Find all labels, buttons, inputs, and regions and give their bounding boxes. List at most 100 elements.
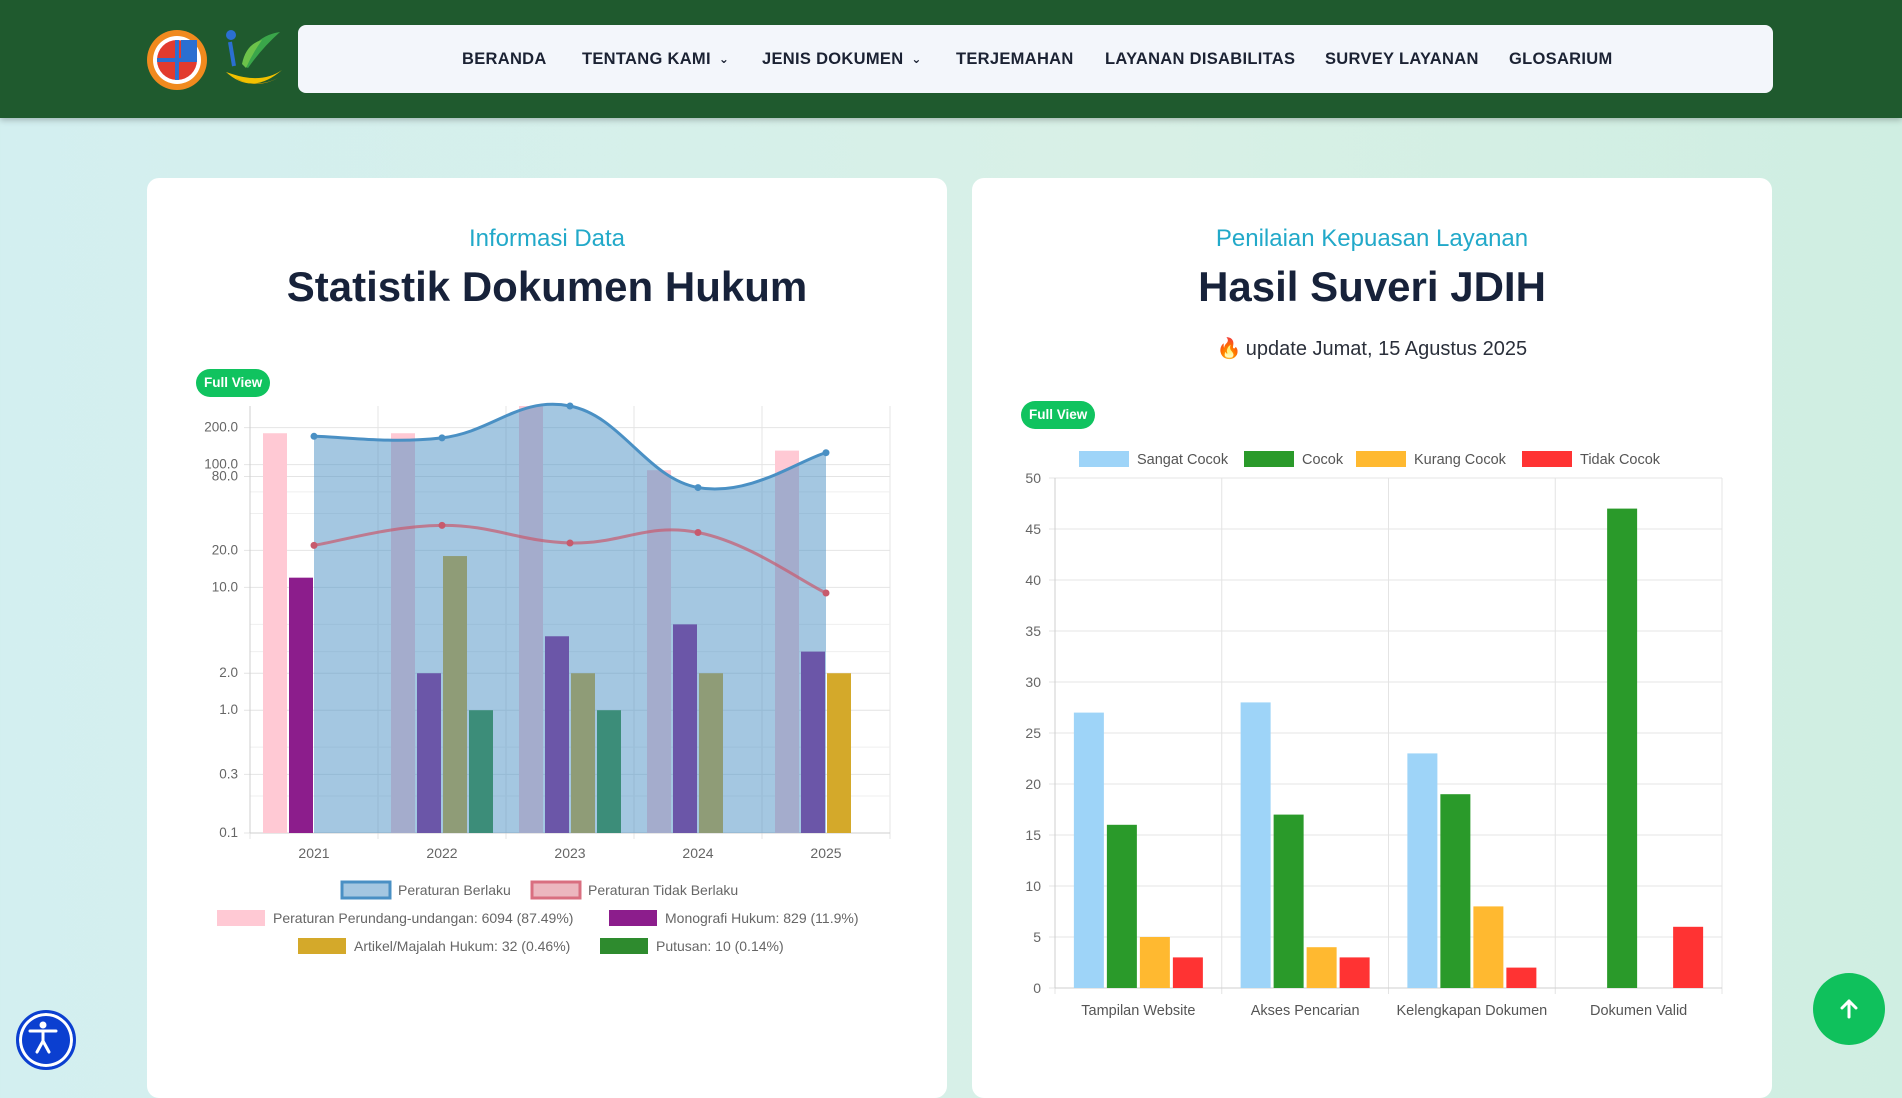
y-tick-label: 80.0 [212, 468, 238, 483]
y-tick-label: 15 [1025, 827, 1041, 843]
nav-tentang-kami[interactable]: TENTANG KAMI ⌄ [582, 46, 729, 72]
y-tick-label: 50 [1025, 470, 1041, 486]
kabupaten-logo[interactable] [222, 26, 284, 92]
bar-sangat-cocok [1240, 702, 1271, 988]
line-point [822, 589, 830, 597]
bar-monografi-hukum [289, 577, 313, 833]
y-tick-label: 10 [1025, 878, 1041, 894]
chevron-down-icon: ⌄ [718, 52, 730, 66]
y-tick-label: 30 [1025, 674, 1041, 690]
bar-cocok [1440, 794, 1471, 988]
scroll-top-button[interactable] [1813, 973, 1885, 1045]
legend-swatch [217, 910, 265, 926]
bar-cocok [1106, 824, 1137, 988]
line-point [566, 539, 574, 547]
y-tick-label: 1.0 [219, 702, 238, 717]
legend-label: Cocok [1302, 452, 1344, 468]
y-tick-label: 200.0 [204, 420, 238, 435]
legend-swatch [530, 880, 582, 900]
legend-swatch [1244, 451, 1294, 467]
nav-layanan-disabilitas[interactable]: LAYANAN DISABILITAS [1105, 50, 1296, 68]
statistik-chart: 200.0 100.080.0 20.0 10.0 2.0 1.0 0.3 0.1 2021 20… [204, 402, 891, 954]
legend-label: Sangat Cocok [1137, 452, 1229, 468]
bar-kurang-cocok [1306, 947, 1337, 988]
header-bar: BERANDA TENTANG KAMI ⌄ JENIS DOKUMEN ⌄ TER… [0, 0, 1902, 118]
legend-label: Peraturan Berlaku [398, 882, 511, 898]
bar-cocok [1607, 508, 1638, 988]
bar-sangat-cocok [1407, 753, 1438, 988]
nav-glosarium[interactable]: GLOSARIUM [1509, 50, 1613, 68]
fire-icon: 🔥 [1216, 338, 1242, 360]
y-tick-label: 20 [1025, 776, 1041, 792]
bar-tidak-cocok [1339, 957, 1370, 988]
line-point [438, 434, 446, 442]
survey-card: Penilaian Kepuasan Layanan Hasil Suveri … [972, 178, 1772, 1098]
update-date: 🔥 update Jumat, 15 Agustus 2025 [1216, 338, 1528, 360]
line-point [566, 402, 574, 410]
x-tick-label: Kelengkapan Dokumen [1397, 1003, 1548, 1019]
line-point [438, 521, 446, 529]
legend-swatch [1356, 451, 1406, 467]
y-tick-label: 45 [1025, 521, 1041, 537]
y-tick-label: 0.3 [219, 766, 238, 781]
card-subtitle: Informasi Data [468, 225, 626, 252]
y-tick-label: 10.0 [212, 579, 238, 594]
legend-swatch [340, 880, 392, 900]
legend-label: Monografi Hukum: 829 (11.9%) [665, 910, 859, 926]
accessibility-icon [28, 1021, 58, 1054]
full-view-button[interactable]: Full View [1021, 401, 1096, 429]
full-view-button[interactable]: Full View [196, 369, 271, 397]
bar-peraturan-perundang-undangan [263, 433, 287, 833]
legend-label: Kurang Cocok [1414, 452, 1507, 468]
line-point [310, 541, 318, 549]
card-title: Hasil Suveri JDIH [1198, 263, 1546, 310]
legend-label: Peraturan Tidak Berlaku [588, 882, 738, 898]
statistik-card: Informasi Data Statistik Dokumen Hukum F… [147, 178, 947, 1098]
line-point [694, 484, 702, 492]
bar-tidak-cocok [1172, 957, 1203, 988]
chevron-down-icon: ⌄ [911, 52, 922, 66]
x-tick-label: 2024 [682, 845, 713, 861]
y-tick-label: 100.0 [204, 457, 238, 472]
bar-artikel-majalah-hukum [827, 673, 851, 833]
y-tick-label: 0 [1033, 980, 1041, 996]
x-tick-label: 2021 [298, 845, 329, 861]
legend-swatch [1079, 451, 1129, 467]
legend-label: Peraturan Perundang-undangan: 6094 (87.4… [273, 910, 573, 926]
bar-tidak-cocok [1673, 926, 1704, 988]
x-tick-label: 2023 [554, 845, 585, 861]
y-tick-label: 2.0 [219, 665, 238, 680]
bar-kurang-cocok [1473, 906, 1504, 988]
main-nav: BERANDA TENTANG KAMI ⌄ JENIS DOKUMEN ⌄ TER… [298, 25, 1773, 93]
line-point [822, 449, 830, 457]
bar-cocok [1273, 814, 1304, 988]
nav-jenis-dokumen[interactable]: JENIS DOKUMEN ⌄ [762, 46, 922, 72]
legend-swatch [609, 910, 657, 926]
bar-kurang-cocok [1139, 937, 1170, 988]
y-tick-label: 40 [1025, 572, 1041, 588]
arrow-up-icon [1840, 999, 1858, 1019]
survey-chart: 0 5 10 15 20 25 30 35 40 45 50 Tampilan Website Akse… [1025, 451, 1723, 1019]
y-tick-label: 35 [1025, 623, 1041, 639]
card-subtitle: Penilaian Kepuasan Layanan [1215, 225, 1529, 252]
nav-beranda[interactable]: BERANDA [462, 50, 547, 68]
bar-sangat-cocok [1073, 712, 1104, 988]
y-tick-label: 25 [1025, 725, 1041, 741]
nav-terjemahan[interactable]: TERJEMAHAN [956, 50, 1074, 68]
area-peraturan-berlaku [314, 404, 826, 833]
legend-swatch [1522, 451, 1572, 467]
y-tick-label: 5 [1033, 929, 1041, 945]
legend-swatch [600, 938, 648, 954]
legend-swatch [298, 938, 346, 954]
legend-label: Tidak Cocok [1580, 452, 1661, 468]
jdih-logo[interactable] [145, 28, 209, 92]
bar-tidak-cocok [1506, 967, 1537, 988]
line-point [310, 432, 318, 440]
nav-survey-layanan[interactable]: SURVEY LAYANAN [1325, 50, 1479, 68]
x-tick-label: 2022 [426, 845, 457, 861]
y-tick-label: 20.0 [212, 542, 238, 557]
x-tick-label: Tampilan Website [1081, 1003, 1195, 1019]
accessibility-button[interactable] [16, 1010, 76, 1070]
x-tick-label: 2025 [810, 845, 841, 861]
legend-label: Putusan: 10 (0.14%) [656, 938, 784, 954]
